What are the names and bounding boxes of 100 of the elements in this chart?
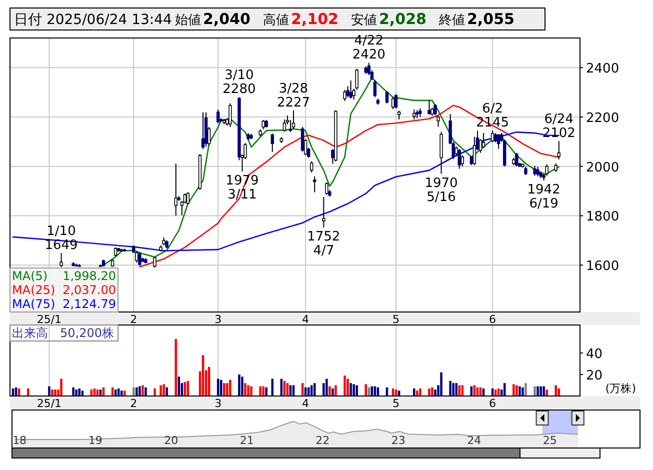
x-tick-label: 6 [489,397,496,410]
bar [162,384,165,396]
x-tick-label: 19 [88,434,102,447]
chart-title: 出来高 50,200株 [12,326,114,340]
bar [449,380,452,396]
x-tick-label: 3 [214,397,222,410]
bar [455,383,458,396]
bar [522,387,524,396]
bar [136,387,138,396]
bar [238,374,240,396]
bar [154,388,156,396]
y-tick-label: 2400 [586,62,620,77]
bar [512,384,515,396]
bar [536,386,539,396]
bar [160,385,162,396]
x-tick-label: 3 [214,313,222,326]
bar [262,386,264,396]
y-axis-title: (万株) [605,382,636,395]
category-label: 高値 [263,12,289,28]
bar [48,386,50,396]
text: 2,028 [379,10,426,28]
bar [75,390,78,396]
y-tick-label: 2000 [586,160,620,176]
x-tick-label: 2 [130,313,138,326]
bar [54,390,56,396]
bar [250,386,252,396]
bar [356,385,358,396]
bar [452,383,454,396]
text: MA(75) 2,124.79 [12,297,116,311]
bar [428,388,430,396]
bar [72,387,74,396]
bar [60,378,62,396]
annotation: 1/10 1649 [44,224,78,254]
x-tick-label: 20 [164,434,178,447]
bar [440,372,442,396]
bar [546,390,548,396]
text: 2,055 [467,10,514,28]
bar [344,376,346,396]
y-tick-label: 1600 [586,259,620,274]
bar [226,383,228,396]
y-tick-label: 2200 [586,110,620,126]
bar [554,385,558,396]
bar [326,378,328,396]
y-tick-label: 1800 [586,210,620,225]
x-tick-label: 25/1 [36,313,62,326]
bar [51,390,54,396]
bar [416,390,418,396]
bar [142,385,144,396]
x-tick-label: 22 [316,434,330,447]
bar [534,386,536,396]
bar [78,388,80,396]
bar [244,383,246,396]
x-tick-label: 25/1 [36,397,62,410]
annotation: 6/24 2102 [542,112,576,142]
y-tick-label: 20 [586,368,603,384]
bar [229,380,232,396]
bar [166,387,168,396]
x-tick-label: 6 [489,313,496,326]
bar [542,386,545,396]
x-tick-label: 25 [542,434,557,447]
bar [364,384,368,396]
bar [144,387,147,396]
x-tick-label: 4 [302,397,310,410]
bar [222,383,226,396]
annotation: 3/10 2280 [222,68,256,98]
x-tick-label: 2 [130,397,138,410]
bar [174,338,178,396]
bar [419,388,422,396]
bar [334,385,337,396]
bar [138,386,141,396]
bar [328,386,331,396]
x-tick-label: 23 [391,434,406,447]
annotation: 1942 6/19 [527,182,560,212]
bar [431,387,434,396]
y-tick-label: 40 [586,346,603,362]
bar [132,387,135,396]
bar [540,386,542,396]
bar [458,385,460,396]
bar [241,376,244,396]
bar [346,378,349,396]
annotation: 1970 5/16 [424,176,458,205]
bar [247,385,250,396]
text: 2,102 [291,10,338,28]
bar [352,384,355,396]
category-label: 始値 [175,13,201,28]
bar [322,383,325,396]
bar [524,383,527,396]
x-tick-label: 5 [392,313,400,326]
category-label: 安値 [351,12,377,28]
bar [259,386,262,396]
x-tick-label: 5 [392,397,400,410]
bar [332,388,334,396]
text: 日付 2025/06/24 13:44 [14,12,172,28]
x-tick-label: 21 [240,434,254,447]
bar [412,388,416,396]
text: 2,040 [203,10,250,28]
bar [265,387,268,396]
x-tick-label: 24 [467,434,482,447]
text: MA(25) 2,037.00 [12,283,116,297]
x-tick-label: 4 [302,313,310,326]
